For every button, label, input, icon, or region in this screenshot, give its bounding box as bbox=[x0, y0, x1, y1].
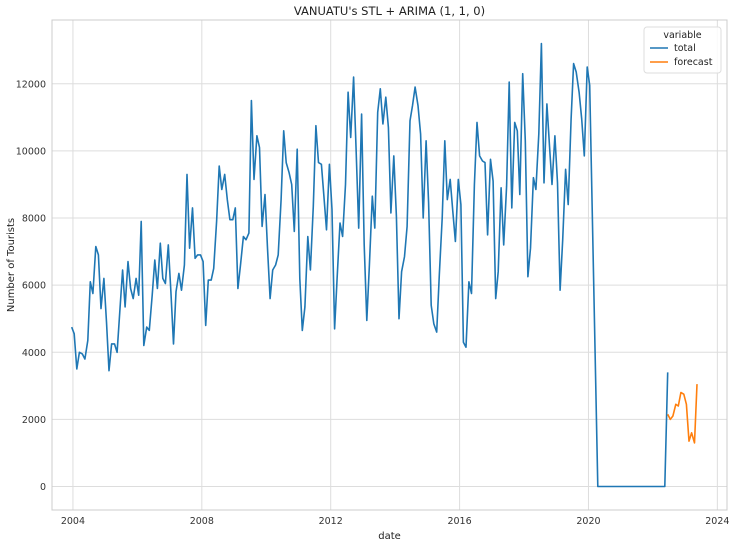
x-tick-label: 2024 bbox=[705, 516, 729, 527]
tick-labels: 2004 2008 2012 2016 2020 2024 0 2000 4000 6000 800… bbox=[16, 79, 730, 527]
series-lines bbox=[70, 42, 698, 488]
series-line-forecast bbox=[666, 384, 698, 444]
y-tick-label: 4000 bbox=[22, 348, 46, 359]
y-tick-label: 12000 bbox=[16, 79, 46, 90]
x-tick-label: 2012 bbox=[319, 516, 343, 527]
grid-lines bbox=[52, 20, 727, 510]
x-tick-label: 2016 bbox=[447, 516, 471, 527]
y-axis-title: Number of Tourists bbox=[6, 218, 17, 312]
y-tick-label: 6000 bbox=[22, 281, 46, 292]
chart-title: VANUATU's STL + ARIMA (1, 1, 0) bbox=[294, 4, 485, 18]
legend-label-total: total bbox=[674, 43, 696, 54]
legend-title: variable bbox=[663, 30, 701, 41]
plot-area-frame bbox=[51, 19, 728, 511]
x-tick-label: 2008 bbox=[190, 516, 214, 527]
x-tick-label: 2020 bbox=[576, 516, 600, 527]
y-tick-label: 2000 bbox=[22, 415, 46, 426]
y-tick-label: 8000 bbox=[22, 214, 46, 225]
series-line-total bbox=[70, 42, 669, 488]
legend: variable total forecast bbox=[643, 26, 722, 74]
y-tick-label: 0 bbox=[40, 482, 46, 493]
x-axis-title: date bbox=[378, 531, 401, 542]
legend-label-forecast: forecast bbox=[674, 57, 713, 68]
y-tick-label: 10000 bbox=[16, 146, 46, 157]
x-tick-label: 2004 bbox=[61, 516, 85, 527]
